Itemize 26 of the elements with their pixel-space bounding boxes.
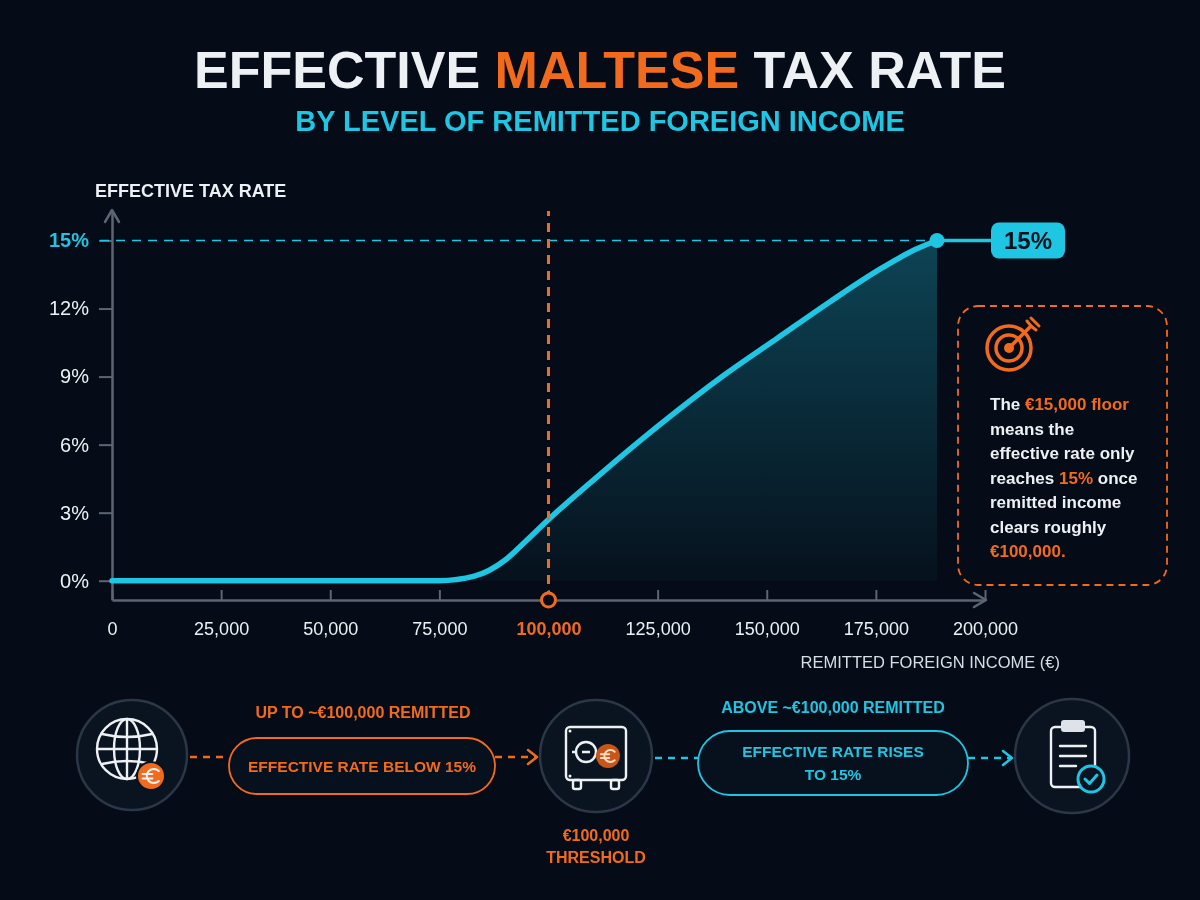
text: The €15,000 floor means the effective rate only reaches 15% once remitted income clears roughly €100,000. [990,395,1138,561]
y-tick-label: 12% [48,297,90,320]
y-axis-title: EFFECTIVE TAX RATE [95,181,287,201]
chart-subtitle: BY LEVEL OF REMITTED FOREIGN INCOME [295,105,905,137]
text: EFFECTIVE RATE BELOW 15% [248,757,477,775]
text: ABOVE ~€100,000 REMITTED [721,699,945,716]
x-tick-label: 125,000 [625,618,691,639]
text: €100,000 THRESHOLD [546,827,646,866]
y-tick-label: 3% [60,501,90,524]
x-axis-title: REMITTED FOREIGN INCOME (€) [800,653,1060,671]
chart-title: EFFECTIVE MALTESE TAX RATE [194,41,1006,99]
annotation: 15% [1004,226,1053,254]
text: UP TO ~€100,000 REMITTED [255,704,471,721]
x-tick-label: 100,000 [516,618,582,639]
x-tick-label: 175,000 [843,618,909,639]
x-tick-label: 150,000 [734,618,800,639]
x-tick-label: 200,000 [952,618,1019,639]
text: EFFECTIVE RATE RISES TO 15% [742,743,924,783]
x-tick-label: 0 [107,618,118,639]
y-tick-label: 6% [60,433,90,456]
y-tick-label: 9% [60,365,90,388]
y-tick-label: 15% [48,229,90,252]
y-tick-label: 0% [60,569,90,592]
x-tick-label: 75,000 [412,618,468,639]
x-tick-label: 50,000 [303,618,359,639]
x-tick-label: 25,000 [194,618,250,639]
